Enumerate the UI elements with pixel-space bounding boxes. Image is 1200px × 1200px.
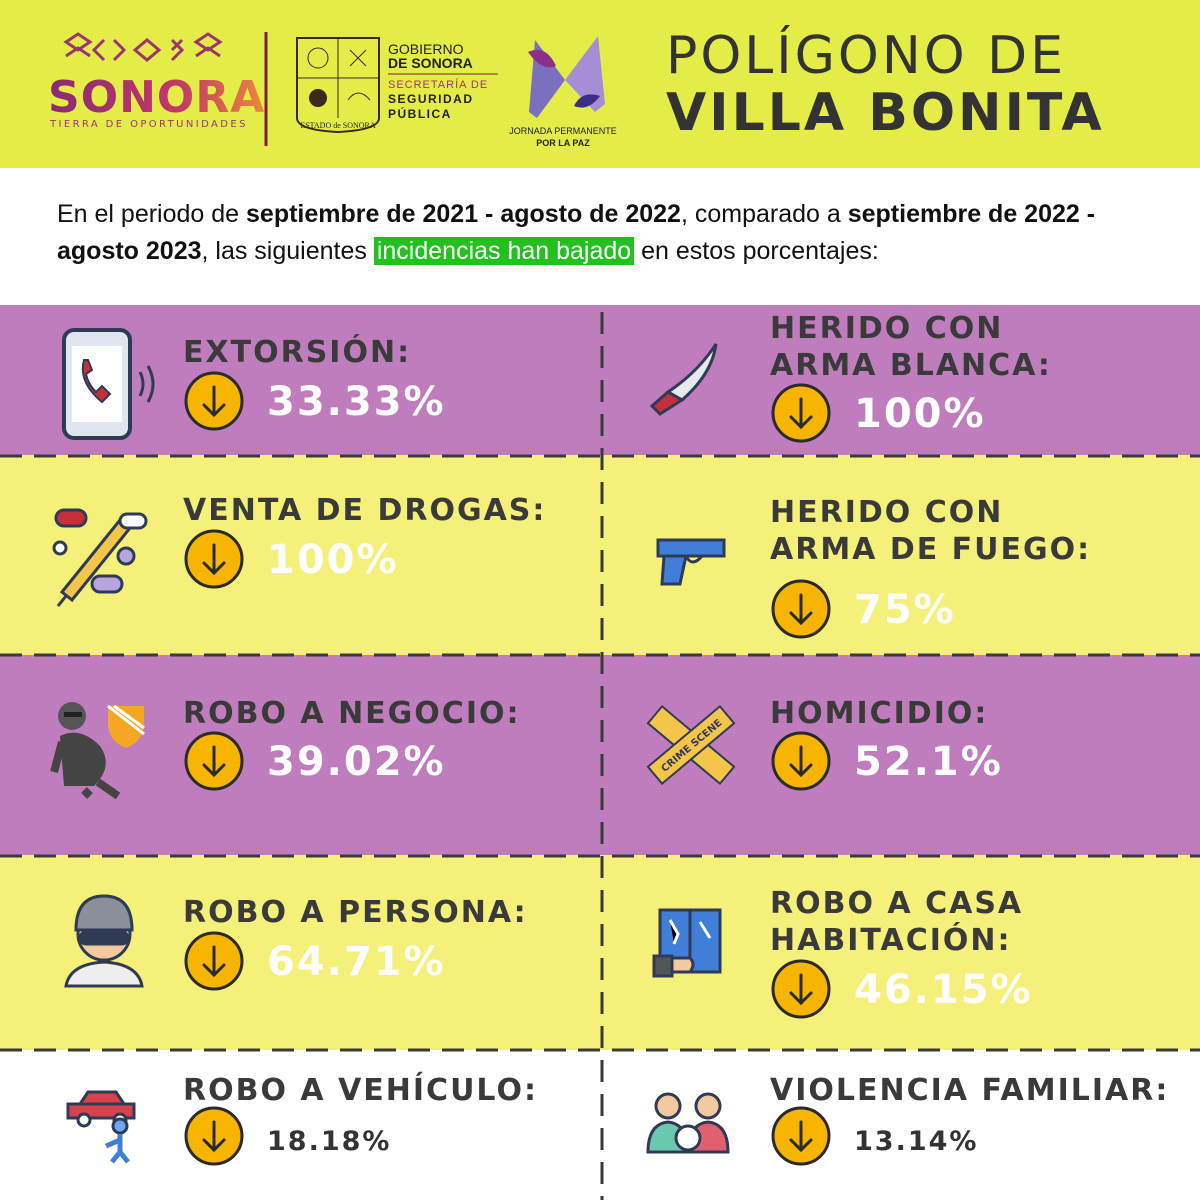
arrow — [202, 543, 226, 576]
item-label: ROBO A CASA — [770, 886, 1023, 921]
item-value: 52.1% — [854, 739, 1003, 785]
dividers — [0, 312, 1200, 1200]
down-arrow-icon — [771, 959, 831, 1019]
intro-text-bold: septiembre de 2022 - agosto 2023 — [57, 200, 1096, 265]
item-value: 18.18% — [267, 1126, 391, 1157]
icon-phone — [62, 328, 155, 440]
item-label: EXTORSIÓN: — [183, 333, 411, 370]
item-label: VIOLENCIA FAMILIAR: — [770, 1073, 1169, 1108]
sonora-tagline: TIERRA DE OPORTUNIDADES — [49, 119, 248, 130]
intro-text-segment: en estos porcentajes: — [634, 237, 879, 265]
item-value: 13.14% — [854, 1126, 978, 1157]
item-label: ROBO A PERSONA: — [183, 895, 528, 930]
item-label: ARMA BLANCA: — [770, 348, 1052, 383]
gov-text: GOBIERNO — [388, 41, 464, 57]
item-label: HERIDO CON — [770, 495, 1003, 530]
down-arrow-icon — [771, 731, 831, 791]
item-value: 33.33% — [267, 379, 446, 425]
arrow — [789, 593, 813, 626]
peace-text: POR LA PAZ — [536, 138, 590, 148]
item-value: 46.15% — [854, 967, 1033, 1013]
intro-text-bold: septiembre de 2021 - agosto de 2022 — [246, 200, 681, 228]
intro-text-segment: , las siguientes — [201, 237, 374, 265]
item-value: 100% — [854, 391, 986, 437]
arrow — [202, 1120, 226, 1153]
item-value: 39.02% — [267, 739, 446, 785]
gov-text: DE SONORA — [388, 55, 473, 71]
item-label: HERIDO CON — [770, 311, 1003, 346]
down-arrow-icon — [184, 1106, 244, 1166]
row-bg — [0, 655, 1200, 855]
intro-highlight: incidencias han bajado — [373, 237, 635, 265]
icon-masked-face — [64, 894, 144, 988]
icon-window — [652, 908, 722, 978]
item-label: VENTA DE DROGAS: — [183, 493, 546, 528]
item-label: ROBO A NEGOCIO: — [183, 696, 521, 731]
intro-text-segment: , comparado a — [680, 200, 848, 228]
item-label: ARMA DE FUEGO: — [770, 532, 1091, 567]
title-line: VILLA BONITA — [666, 83, 1105, 143]
item-label: HOMICIDIO: — [770, 696, 988, 731]
down-arrow-icon — [771, 579, 831, 639]
sonora-pattern — [63, 32, 223, 62]
down-arrow-icon — [184, 931, 244, 991]
down-arrow-icon — [184, 529, 244, 589]
seal-caption: ESTADO de SONORA — [300, 121, 376, 130]
sonora-logo: SONORA — [48, 72, 265, 123]
item-label: ROBO A VEHÍCULO: — [183, 1072, 538, 1108]
gov-text: SEGURIDAD — [388, 92, 474, 106]
icon-crime-tape — [646, 704, 736, 786]
arrow — [202, 945, 226, 978]
gov-text: PÚBLICA — [388, 106, 452, 121]
item-value: 64.71% — [267, 939, 446, 985]
icon-family — [646, 1092, 730, 1154]
icon-gun — [656, 538, 726, 586]
item-value: 75% — [854, 587, 956, 633]
intro-text: En el periodo de septiembre de 2021 - ag… — [57, 196, 1152, 270]
item-value: 100% — [267, 537, 399, 583]
peace-logo — [528, 36, 605, 118]
arrow — [789, 745, 813, 778]
arrow — [789, 1120, 813, 1153]
title-line: POLÍGONO DE — [666, 25, 1066, 86]
row-bg — [0, 855, 1200, 1050]
down-arrow-icon — [771, 383, 831, 443]
icon-thief — [50, 702, 145, 800]
arrow — [789, 973, 813, 1006]
icon-car-thief — [66, 1090, 136, 1164]
icon-drugs — [52, 508, 148, 607]
down-arrow-icon — [184, 731, 244, 791]
icon-knife — [649, 343, 718, 416]
peace-text: JORNADA PERMANENTE — [509, 126, 617, 136]
down-arrow-icon — [771, 1106, 831, 1166]
gov-text: SECRETARÍA DE — [388, 78, 488, 91]
down-arrow-icon — [184, 371, 244, 431]
arrow — [202, 385, 226, 418]
intro-text-segment: En el periodo de — [57, 200, 247, 228]
state-seal — [296, 37, 380, 134]
item-label: HABITACIÓN: — [770, 921, 1012, 958]
arrow — [202, 745, 226, 778]
arrow — [789, 397, 813, 430]
